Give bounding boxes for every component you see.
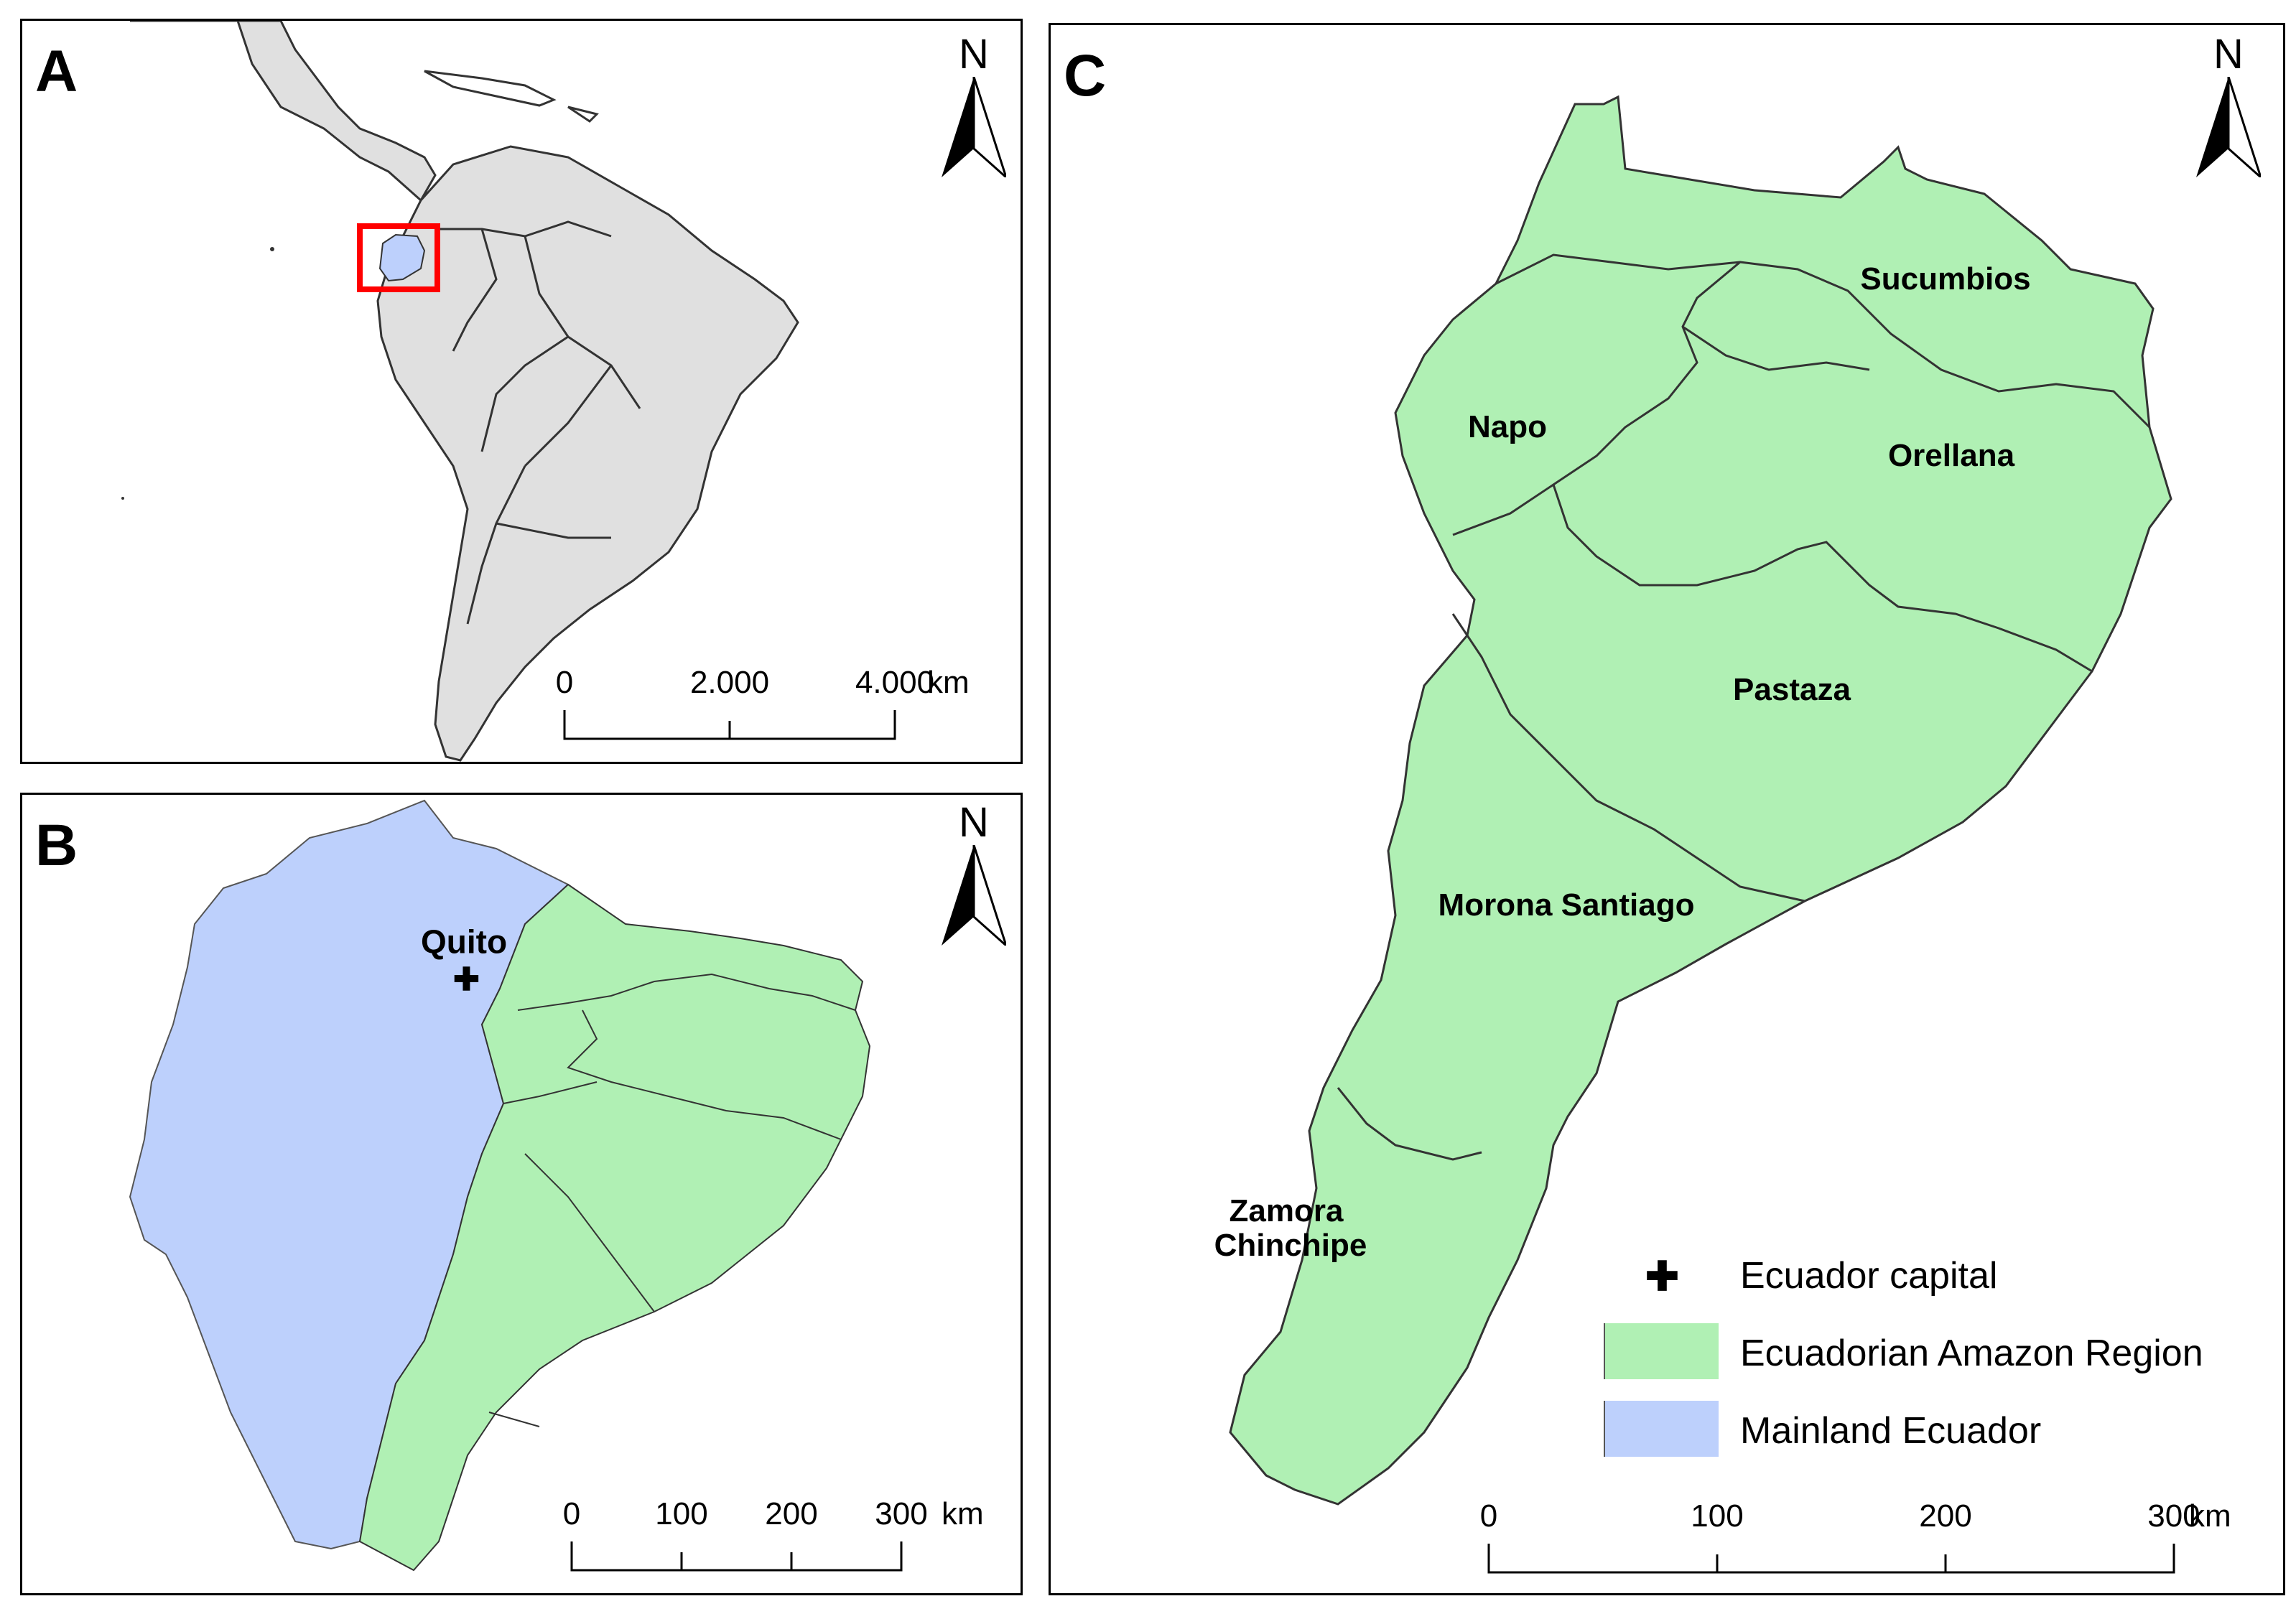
scale-tick: 200 bbox=[1919, 1498, 1972, 1534]
north-arrow-c: N bbox=[2196, 34, 2261, 177]
map-panel-b: B Quito ✚ N 0 100 200 300 km bbox=[20, 793, 1023, 1595]
province-borders-detail bbox=[1337, 253, 2151, 1161]
ecuador-map bbox=[129, 799, 871, 1572]
scalebar-line bbox=[563, 710, 896, 740]
north-label: N bbox=[959, 799, 989, 846]
legend-swatch-mainland bbox=[1604, 1401, 1719, 1457]
scale-tick: 300 bbox=[2147, 1498, 2200, 1534]
scale-tick: 4.000 bbox=[855, 665, 935, 700]
capital-marker-icon: ✚ bbox=[453, 962, 480, 997]
north-label: N bbox=[2213, 31, 2244, 78]
legend-swatch-amazon bbox=[1604, 1323, 1719, 1379]
province-label-orellana: Orellana bbox=[1887, 437, 2015, 473]
north-arrow-b: N bbox=[942, 802, 1006, 946]
scale-tick: 200 bbox=[765, 1496, 818, 1531]
scale-tick: 100 bbox=[1691, 1498, 1744, 1534]
central-america-land bbox=[130, 21, 437, 202]
capital-label: Quito bbox=[420, 923, 508, 961]
north-label: N bbox=[959, 31, 989, 78]
plus-cross-icon: ✚ bbox=[1645, 1254, 1679, 1299]
north-arrow-icon bbox=[2196, 77, 2261, 177]
scale-unit: km bbox=[942, 1496, 984, 1531]
scalebar-a: 0 2.000 4.000 km bbox=[554, 665, 970, 746]
scale-unit: km bbox=[927, 665, 970, 700]
panel-letter-a: A bbox=[35, 39, 78, 104]
scale-tick: 0 bbox=[555, 665, 574, 700]
province-label-sucumbios: Sucumbios bbox=[1860, 261, 2031, 297]
legend-item-capital: ✚ Ecuador capital bbox=[1604, 1246, 2264, 1303]
ecuador-highlight bbox=[378, 233, 426, 282]
country-borders bbox=[439, 220, 641, 625]
scale-tick: 0 bbox=[562, 1496, 581, 1531]
amazon-region-detail bbox=[1229, 95, 2172, 1506]
scale-tick: 0 bbox=[1479, 1498, 1498, 1534]
scale-tick: 100 bbox=[655, 1496, 708, 1531]
amazon-provinces-map bbox=[1229, 95, 2172, 1506]
province-label-napo: Napo bbox=[1468, 409, 1547, 444]
legend-item-mainland: Mainland Ecuador bbox=[1604, 1401, 2264, 1458]
map-panel-a: A N 0 2.000 4.000 km bbox=[20, 19, 1023, 764]
panel-letter-c: C bbox=[1064, 43, 1107, 108]
north-arrow-a: N bbox=[942, 34, 1006, 177]
north-arrow-icon bbox=[942, 845, 1006, 946]
north-arrow-icon bbox=[942, 77, 1006, 177]
scale-tick: 300 bbox=[875, 1496, 928, 1531]
scalebar-b: 0 100 200 300 km bbox=[561, 1498, 1006, 1577]
scale-unit: km bbox=[2189, 1498, 2231, 1534]
legend-label: Ecuador capital bbox=[1740, 1255, 1998, 1297]
scalebar-line bbox=[1487, 1544, 2175, 1574]
caribbean-islands bbox=[424, 70, 557, 107]
legend-label: Ecuadorian Amazon Region bbox=[1740, 1333, 2203, 1374]
legend-item-amazon: Ecuadorian Amazon Region bbox=[1604, 1323, 2264, 1381]
legend-label: Mainland Ecuador bbox=[1740, 1410, 2042, 1452]
province-borders bbox=[488, 973, 856, 1427]
scale-tick: 2.000 bbox=[689, 665, 770, 700]
locator-box bbox=[357, 223, 440, 292]
panel-letter-b: B bbox=[35, 813, 78, 878]
south-america-map bbox=[121, 21, 799, 762]
amazon-region bbox=[358, 883, 871, 1572]
province-label-zamora: Zamora bbox=[1229, 1193, 1344, 1228]
scalebar-c: 0 100 200 300 km bbox=[1478, 1498, 2231, 1580]
province-label-morona-santiago: Morona Santiago bbox=[1438, 887, 1695, 923]
province-label-chinchipe: Chinchipe bbox=[1214, 1227, 1367, 1263]
province-label-pastaza: Pastaza bbox=[1733, 671, 1851, 707]
scalebar-line bbox=[570, 1541, 903, 1572]
map-panel-c: C N Sucumbios Napo Orellana Pastaza Moro… bbox=[1049, 23, 2285, 1595]
